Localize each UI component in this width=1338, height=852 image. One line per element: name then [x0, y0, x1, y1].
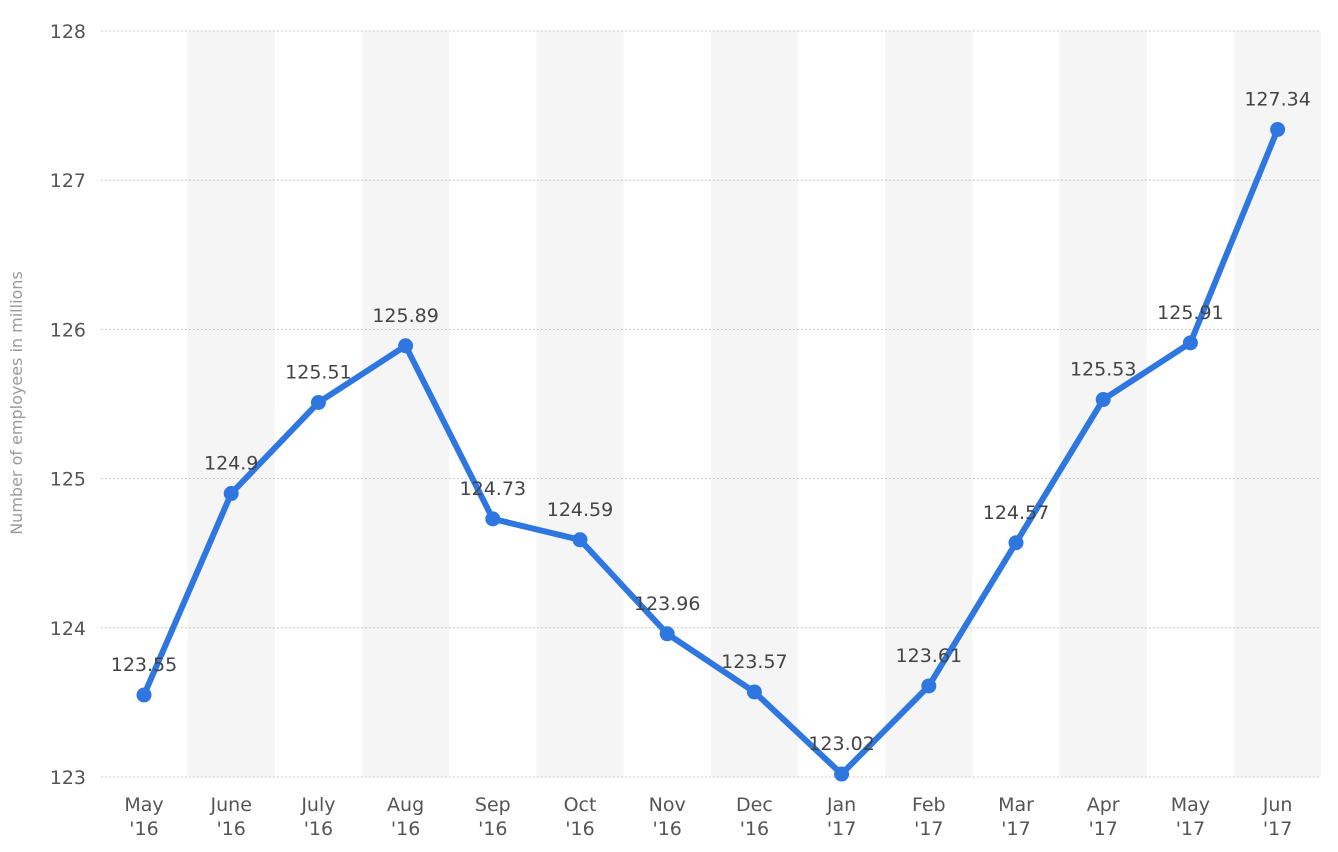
x-tick-label-year: '16: [740, 818, 769, 840]
x-tick-label-year: '17: [1001, 818, 1030, 840]
series-line-group: [141, 126, 1281, 778]
x-tick-label-year: '17: [1088, 818, 1117, 840]
x-tick-label: Apr: [1087, 794, 1120, 816]
data-label: 124.57: [983, 502, 1049, 524]
data-label: 125.53: [1070, 359, 1136, 381]
y-tick-label: 128: [50, 21, 86, 43]
data-point[interactable]: [136, 687, 152, 703]
data-label: 125.89: [372, 305, 438, 327]
x-tick-label: May: [124, 794, 163, 816]
x-axis-ticks: May'16June'16July'16Aug'16Sep'16Oct'16No…: [124, 794, 1292, 840]
x-tick-label-year: '17: [914, 818, 943, 840]
data-point[interactable]: [1008, 535, 1024, 551]
y-tick-label: 123: [50, 767, 86, 789]
x-tick-label-year: '16: [478, 818, 507, 840]
column-band: [710, 31, 798, 777]
x-tick-label: May: [1171, 794, 1210, 816]
x-tick-label-year: '16: [652, 818, 681, 840]
data-label: 123.02: [808, 733, 874, 755]
data-point[interactable]: [572, 532, 588, 548]
x-tick-label-year: '16: [391, 818, 420, 840]
data-point[interactable]: [746, 684, 762, 700]
x-tick-label-year: '17: [1176, 818, 1205, 840]
data-point[interactable]: [659, 626, 675, 642]
data-point[interactable]: [398, 338, 414, 354]
x-tick-label-year: '17: [827, 818, 856, 840]
x-tick-label: July: [300, 794, 335, 816]
data-label: 125.51: [285, 362, 351, 384]
x-tick-label-year: '17: [1263, 818, 1292, 840]
x-tick-label: Nov: [649, 794, 686, 816]
data-labels: 123.55 124.9 125.51 125.89 124.73 124.59 123.9…: [111, 88, 1311, 755]
data-point[interactable]: [834, 766, 850, 782]
x-tick-label: Dec: [736, 794, 773, 816]
column-band: [536, 31, 624, 777]
x-tick-label: June: [210, 794, 252, 816]
data-point[interactable]: [921, 678, 937, 694]
gridlines: [101, 30, 1320, 778]
data-point[interactable]: [485, 511, 501, 527]
data-label: 125.91: [1157, 302, 1223, 324]
x-tick-label: Jun: [1262, 794, 1293, 816]
data-point[interactable]: [310, 395, 326, 411]
series-points: [136, 121, 1286, 782]
column-band: [187, 31, 275, 777]
x-tick-label: Oct: [564, 794, 597, 816]
x-tick-label: Feb: [912, 794, 946, 816]
x-tick-label-year: '16: [304, 818, 333, 840]
data-point[interactable]: [1270, 121, 1286, 137]
y-axis-label: Number of employees in millions: [7, 271, 26, 535]
data-label: 123.61: [896, 645, 962, 667]
data-label: 123.57: [721, 651, 787, 673]
data-point[interactable]: [1182, 335, 1198, 351]
y-axis-ticks: 123 124 125 126 127 128: [50, 21, 86, 789]
y-tick-label: 124: [50, 618, 86, 640]
data-label: 123.55: [111, 654, 177, 676]
y-tick-label: 126: [50, 319, 86, 341]
column-band: [1234, 31, 1322, 777]
data-label: 124.9: [204, 453, 258, 475]
data-label: 124.59: [547, 499, 613, 521]
column-band: [885, 31, 973, 777]
x-tick-label-year: '16: [216, 818, 245, 840]
series-line: [141, 126, 1281, 778]
x-tick-label: Mar: [998, 794, 1034, 816]
data-point[interactable]: [223, 486, 239, 502]
x-tick-label-year: '16: [129, 818, 158, 840]
x-tick-label: Jan: [826, 794, 856, 816]
x-tick-label: Sep: [475, 794, 511, 816]
y-tick-label: 127: [50, 170, 86, 192]
data-label: 124.73: [460, 478, 526, 500]
data-point[interactable]: [1095, 392, 1111, 408]
data-label: 127.34: [1244, 88, 1310, 110]
y-tick-label: 125: [50, 469, 86, 491]
data-label: 123.96: [634, 593, 700, 615]
x-tick-label: Aug: [387, 794, 424, 816]
x-tick-label-year: '16: [565, 818, 594, 840]
